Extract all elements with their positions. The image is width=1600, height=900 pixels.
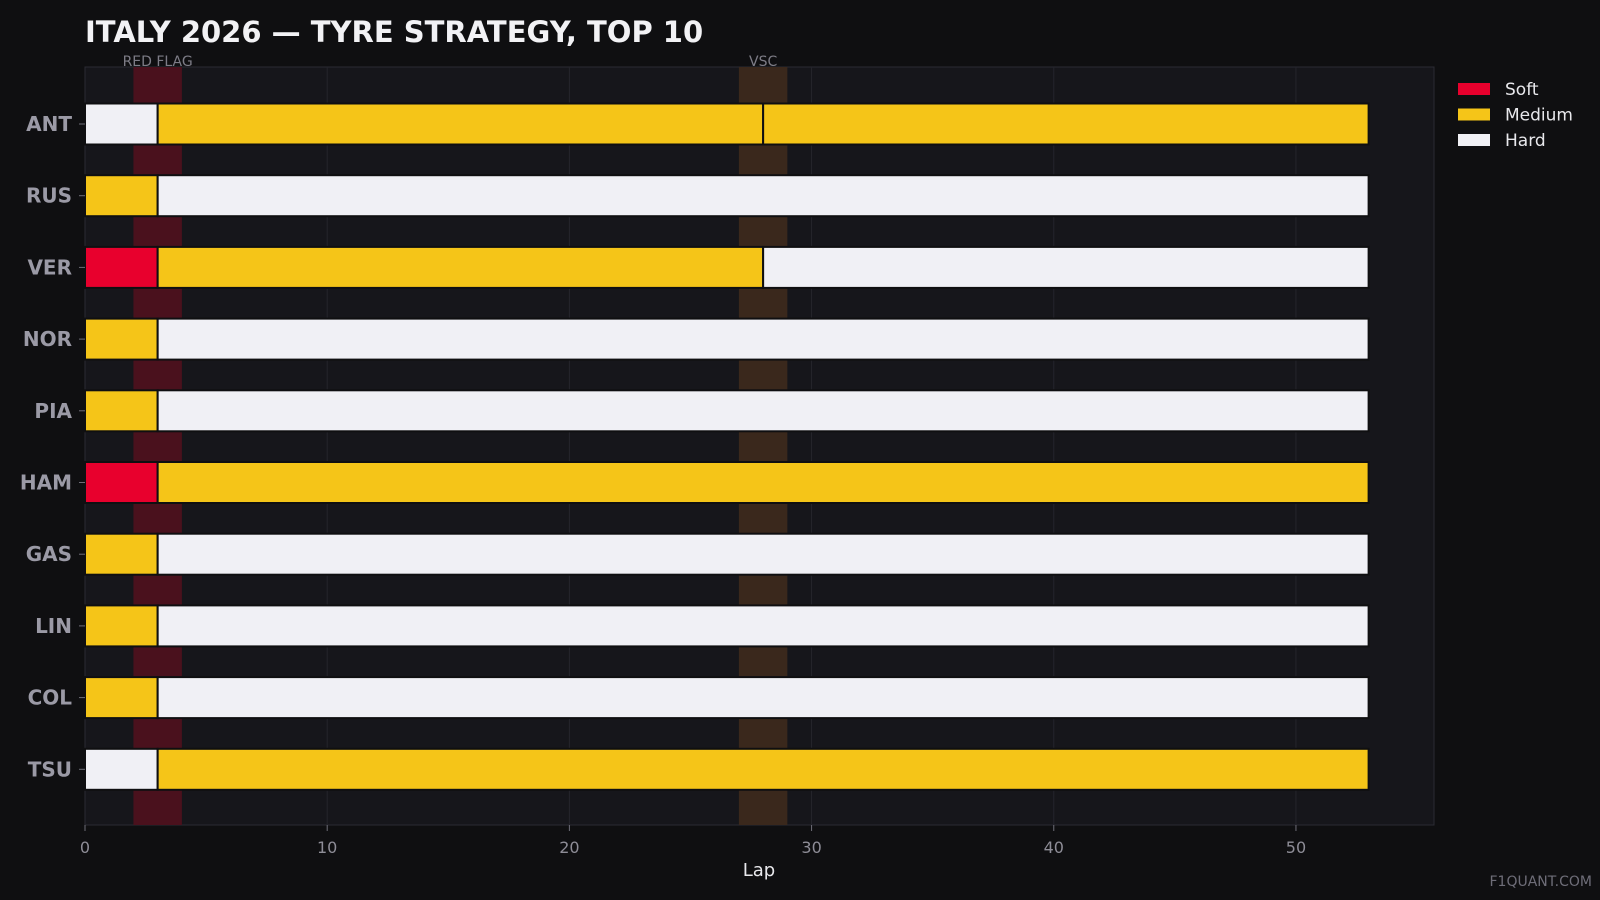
legend: Soft Medium Hard	[1458, 80, 1573, 151]
x-tick-label: 30	[801, 838, 821, 857]
event-label: VSC	[749, 54, 777, 70]
stint-bar	[156, 676, 1370, 720]
x-axis: 0 10 20 30 40 50	[80, 825, 1306, 857]
x-axis-label: Lap	[743, 860, 775, 881]
stint-bar	[156, 102, 765, 146]
driver-label: LIN	[35, 614, 72, 638]
driver-label: COL	[28, 686, 73, 710]
watermark: F1QUANT.COM	[1490, 874, 1593, 890]
stint-bar	[156, 245, 765, 289]
legend-swatch	[1458, 108, 1490, 121]
stint-bar	[84, 317, 159, 361]
stint-bar	[84, 747, 159, 791]
stint-bar	[84, 245, 159, 289]
stint-bars	[84, 102, 1370, 791]
stint-bar	[762, 102, 1370, 146]
driver-label: TSU	[28, 757, 72, 781]
stint-bar	[156, 532, 1370, 576]
stint-bar	[156, 461, 1370, 504]
stint-bar	[156, 389, 1370, 433]
stint-bar	[84, 604, 159, 648]
stint-bar	[84, 532, 159, 576]
stint-bar	[84, 102, 159, 146]
stint-bar	[84, 676, 159, 720]
driver-label: ANT	[26, 112, 72, 136]
driver-label: NOR	[23, 327, 72, 351]
x-tick-label: 10	[317, 838, 337, 857]
legend-label: Hard	[1505, 131, 1546, 151]
stint-bar	[762, 245, 1370, 289]
driver-label: GAS	[26, 542, 72, 566]
x-tick-label: 0	[80, 838, 90, 857]
event-label: RED FLAG	[123, 54, 193, 70]
legend-label: Soft	[1505, 80, 1539, 100]
stint-bar	[156, 747, 1370, 791]
legend-swatch	[1458, 134, 1490, 146]
chart-title: ITALY 2026 — TYRE STRATEGY, TOP 10	[85, 15, 703, 49]
x-tick-label: 40	[1044, 838, 1064, 857]
x-tick-label: 20	[559, 838, 579, 857]
stint-bar	[84, 389, 159, 433]
stint-bar	[84, 461, 159, 504]
stint-bar	[156, 317, 1370, 361]
driver-labels: ANT RUS VER NOR PIA HAM GAS LIN COL TSU	[20, 112, 85, 781]
driver-label: HAM	[20, 471, 72, 495]
legend-label: Medium	[1505, 106, 1573, 126]
legend-swatch	[1458, 83, 1490, 95]
stint-bar	[156, 174, 1370, 218]
stint-bar	[84, 174, 159, 218]
x-tick-label: 50	[1286, 838, 1306, 857]
driver-label: VER	[27, 255, 72, 279]
driver-label: PIA	[34, 399, 72, 423]
stint-bar	[156, 604, 1370, 648]
driver-label: RUS	[26, 184, 72, 208]
